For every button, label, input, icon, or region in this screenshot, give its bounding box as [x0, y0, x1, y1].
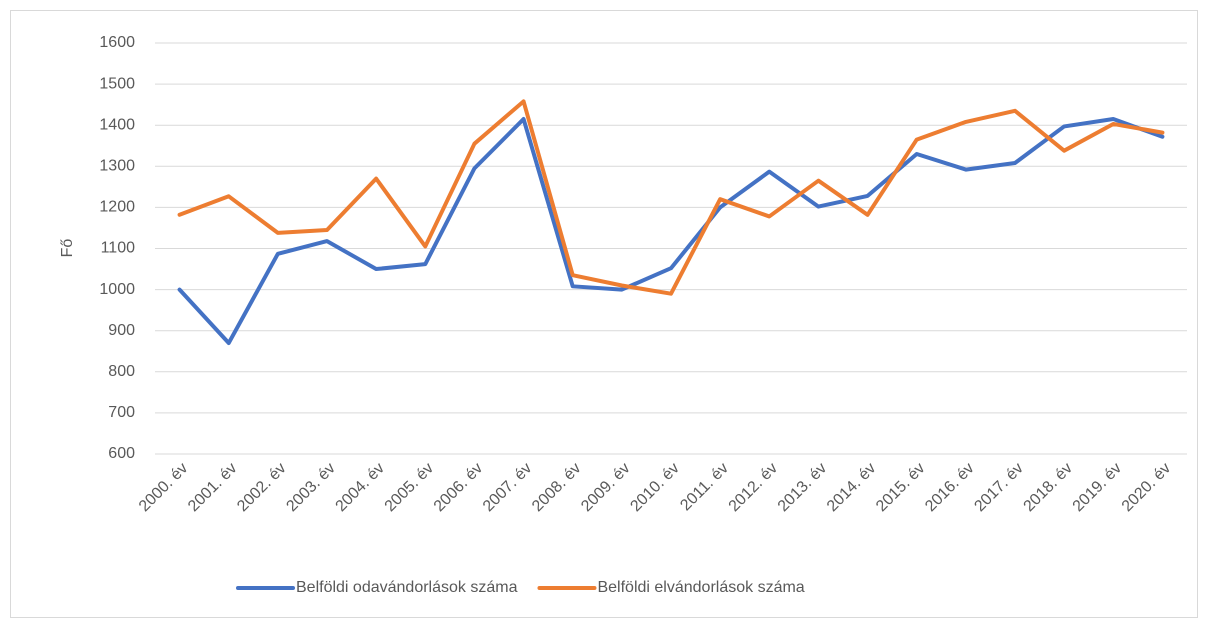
- y-tick-label: 600: [108, 445, 135, 462]
- y-tick-label: 1400: [99, 116, 135, 133]
- y-tick-label: 800: [108, 363, 135, 380]
- line-series: [177, 99, 1165, 296]
- y-tick-label: 1600: [99, 34, 135, 51]
- legend-label: Belföldi odavándorlások száma: [296, 579, 518, 596]
- y-axis-label: Fő: [59, 239, 76, 258]
- y-tick-label: 1300: [99, 158, 135, 175]
- chart-border: [10, 10, 1198, 618]
- y-tick-label: 1200: [99, 199, 135, 216]
- line-series: [177, 117, 1165, 346]
- y-tick-label: 700: [108, 404, 135, 421]
- legend-label: Belföldi elvándorlások száma: [597, 579, 804, 596]
- y-tick-label: 1100: [101, 240, 136, 257]
- y-tick-label: 1000: [99, 281, 135, 298]
- y-tick-label: 1500: [99, 75, 135, 92]
- y-tick-label: 900: [108, 322, 135, 339]
